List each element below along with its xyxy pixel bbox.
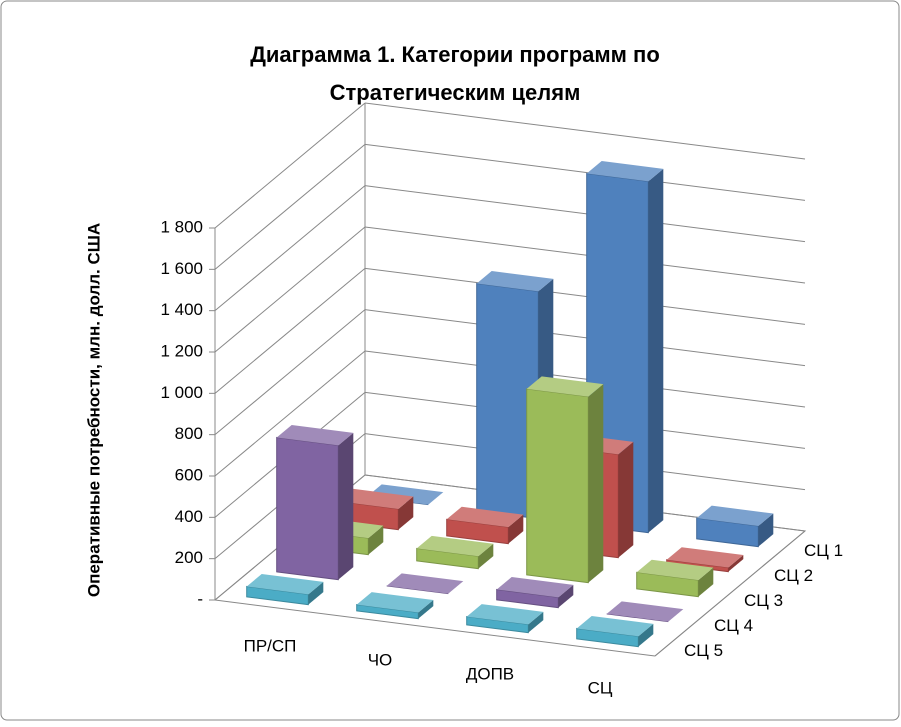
axis — [214, 599, 656, 657]
bar-side — [558, 584, 574, 608]
y-tick-label: 1 200 — [160, 341, 203, 360]
grid-line — [214, 143, 366, 270]
bar-side — [698, 567, 714, 597]
x-tick-label: ЧО — [368, 650, 393, 669]
bar-side — [478, 543, 494, 569]
legend-label: СЦ 4 — [714, 616, 753, 635]
grid-line — [214, 309, 366, 436]
axis — [654, 530, 806, 657]
y-tick-label: 1 400 — [160, 300, 203, 319]
bar-side — [528, 611, 544, 633]
bar-top — [246, 573, 324, 595]
grid-line — [214, 267, 366, 394]
bar-side — [508, 514, 524, 544]
bar-side — [308, 581, 324, 605]
bar-top — [386, 573, 464, 594]
bar-top — [466, 604, 544, 625]
x-tick-label: ПР/СП — [244, 636, 297, 655]
legend-label: СЦ 5 — [684, 641, 723, 660]
grid-line — [364, 267, 806, 325]
bar-top — [606, 601, 684, 622]
bar-side — [618, 441, 634, 558]
bar-top — [666, 547, 744, 568]
y-tick-label: 400 — [175, 507, 203, 526]
legend-label: СЦ 3 — [744, 591, 783, 610]
legend-label: СЦ 2 — [774, 566, 813, 585]
bar-top — [496, 576, 574, 598]
grid-line — [364, 185, 806, 243]
bar-top — [696, 505, 774, 527]
bar-top — [416, 535, 494, 557]
bar-front — [276, 436, 339, 581]
grid-line — [364, 350, 806, 408]
bar-top — [336, 488, 414, 510]
legend-label: СЦ 1 — [804, 541, 843, 560]
bar-top — [356, 592, 434, 613]
grid-line — [214, 185, 366, 312]
y-tick-label: - — [197, 589, 203, 608]
bar-side — [368, 525, 384, 555]
grid-line — [364, 143, 806, 201]
grid-line — [364, 226, 806, 284]
bar-side — [338, 432, 354, 580]
bar-top — [526, 376, 604, 397]
bar-top — [476, 270, 554, 292]
y-tick-label: 200 — [175, 548, 203, 567]
grid-line — [364, 102, 806, 160]
grid-line — [364, 309, 806, 367]
grid-line — [214, 226, 366, 353]
y-tick-label: 1 800 — [160, 217, 203, 236]
y-tick-label: 600 — [175, 465, 203, 484]
chart-title: Диаграмма 1. Категории программ по Страте… — [250, 42, 660, 105]
bar-top — [576, 615, 654, 637]
bar-front — [526, 388, 589, 584]
bar-top — [446, 506, 524, 528]
y-tick-label: 1 000 — [160, 383, 203, 402]
bar-top — [276, 424, 354, 446]
x-tick-label: ДОПВ — [466, 664, 514, 683]
y-tick-label: 800 — [175, 424, 203, 443]
x-tick-label: СЦ — [588, 678, 613, 697]
bar-side — [728, 555, 744, 572]
bar-side — [588, 384, 604, 583]
bar-top — [366, 484, 444, 505]
grid-line — [214, 102, 366, 229]
bar-top — [586, 160, 664, 182]
bar-top — [636, 559, 714, 581]
bar-side — [638, 623, 654, 647]
grid-line — [214, 350, 366, 477]
y-tick-label: 1 600 — [160, 259, 203, 278]
bar-side — [758, 513, 774, 547]
bar-side — [398, 496, 414, 530]
bar-side — [648, 168, 664, 533]
y-axis-label: Оперативные потребности, млн. долл. США — [84, 223, 103, 597]
bar-side — [418, 599, 434, 619]
